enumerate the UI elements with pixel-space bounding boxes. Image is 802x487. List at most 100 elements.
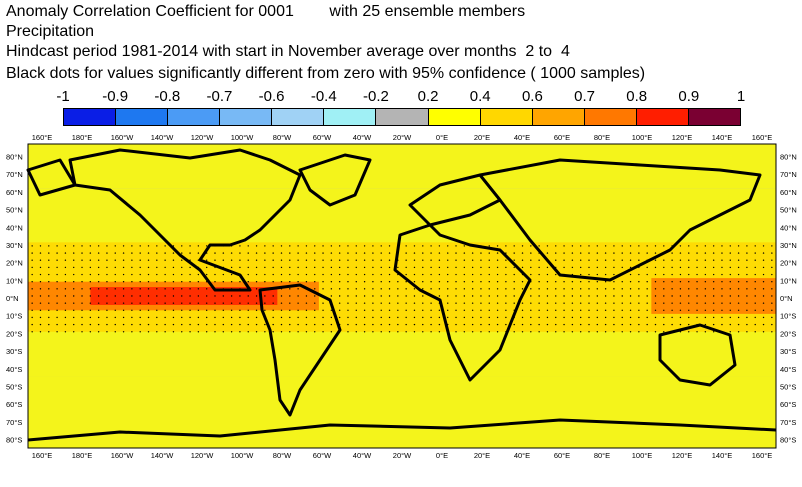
significance-dot xyxy=(530,266,532,269)
significance-dot xyxy=(513,323,515,326)
significance-dot xyxy=(413,295,416,297)
significance-dot xyxy=(114,259,116,261)
significance-dot xyxy=(338,280,341,283)
significance-dot xyxy=(39,266,42,269)
significance-dot xyxy=(131,316,133,319)
significance-dot xyxy=(363,273,366,276)
significance-dot xyxy=(122,295,125,297)
significance-dot xyxy=(289,273,291,276)
significance-dot xyxy=(538,316,540,319)
significance-dot xyxy=(471,252,474,254)
x-tick-label: 20°W xyxy=(393,133,412,142)
significance-dot xyxy=(754,288,756,290)
significance-dot xyxy=(205,331,208,333)
significance-dot xyxy=(696,316,698,319)
significance-dot xyxy=(147,288,150,290)
significance-dot xyxy=(555,295,557,297)
significance-dot xyxy=(530,331,532,333)
significance-dot xyxy=(471,323,474,326)
significance-dot xyxy=(646,252,648,254)
significance-dot xyxy=(255,259,258,261)
significance-dot xyxy=(455,316,457,319)
significance-dot xyxy=(405,273,407,276)
significance-dot xyxy=(247,323,249,326)
significance-dot xyxy=(338,259,341,261)
significance-dot xyxy=(463,273,466,276)
significance-dot xyxy=(214,323,216,326)
significance-dot xyxy=(172,302,175,304)
significance-dot xyxy=(463,280,466,283)
significance-dot xyxy=(688,252,690,254)
significance-dot xyxy=(463,316,466,319)
significance-dot xyxy=(106,302,108,304)
significance-dot xyxy=(289,309,291,312)
colorbar-swatch xyxy=(168,109,221,125)
significance-dot xyxy=(455,302,457,304)
significance-dot xyxy=(247,316,249,319)
significance-dot xyxy=(131,331,133,333)
significance-dot xyxy=(555,280,557,283)
significance-dot xyxy=(604,309,607,312)
significance-dot xyxy=(330,288,333,290)
colorbar-swatch xyxy=(688,109,741,125)
significance-dot xyxy=(613,309,615,312)
significance-dot xyxy=(496,316,499,319)
colorbar-swatch xyxy=(376,109,429,125)
significance-dot xyxy=(239,295,241,297)
significance-dot xyxy=(372,273,374,276)
significance-dot xyxy=(181,309,183,312)
significance-dot xyxy=(771,280,773,283)
significance-dot xyxy=(222,302,225,304)
significance-dot xyxy=(422,266,424,269)
significance-dot xyxy=(754,295,756,297)
significance-dot xyxy=(488,323,490,326)
significance-dot xyxy=(255,245,258,247)
colorbar-swatch xyxy=(428,109,481,125)
significance-dot xyxy=(405,331,407,333)
significance-dot xyxy=(289,252,291,254)
significance-dot xyxy=(588,259,590,261)
significance-dot xyxy=(81,280,83,283)
significance-dot xyxy=(654,280,657,283)
significance-dot xyxy=(330,245,333,247)
significance-dot xyxy=(205,323,208,326)
significance-dot xyxy=(164,273,166,276)
x-tick-label: 60°E xyxy=(554,133,570,142)
significance-dot xyxy=(563,302,565,304)
significance-dot xyxy=(164,331,166,333)
significance-dot xyxy=(156,288,158,290)
significance-dot xyxy=(737,266,740,269)
significance-dot xyxy=(305,280,308,283)
significance-dot xyxy=(546,302,549,304)
significance-dot xyxy=(613,302,615,304)
significance-dot xyxy=(73,302,75,304)
significance-dot xyxy=(438,295,441,297)
significance-dot xyxy=(189,245,191,247)
significance-dot xyxy=(629,288,632,290)
significance-dot xyxy=(638,295,640,297)
significance-dot xyxy=(771,323,773,326)
significance-dot xyxy=(546,245,549,247)
significance-dot xyxy=(496,295,499,297)
significance-dot xyxy=(671,266,673,269)
significance-dot xyxy=(172,316,175,319)
significance-dot xyxy=(530,323,532,326)
significance-dot xyxy=(746,302,748,304)
significance-dot xyxy=(89,302,92,304)
significance-dot xyxy=(114,331,116,333)
significance-dot xyxy=(422,331,424,333)
significance-dot xyxy=(721,266,723,269)
significance-dot xyxy=(455,259,457,261)
significance-dot xyxy=(330,295,333,297)
significance-dot xyxy=(546,323,549,326)
significance-dot xyxy=(430,288,432,290)
significance-dot xyxy=(322,266,324,269)
north-america-coast xyxy=(68,148,302,292)
significance-dot xyxy=(604,280,607,283)
significance-dot xyxy=(471,280,474,283)
significance-dot xyxy=(363,252,366,254)
significance-dot xyxy=(563,309,565,312)
significance-dot xyxy=(305,273,308,276)
significance-dot xyxy=(513,295,515,297)
asia-coast xyxy=(478,158,762,282)
